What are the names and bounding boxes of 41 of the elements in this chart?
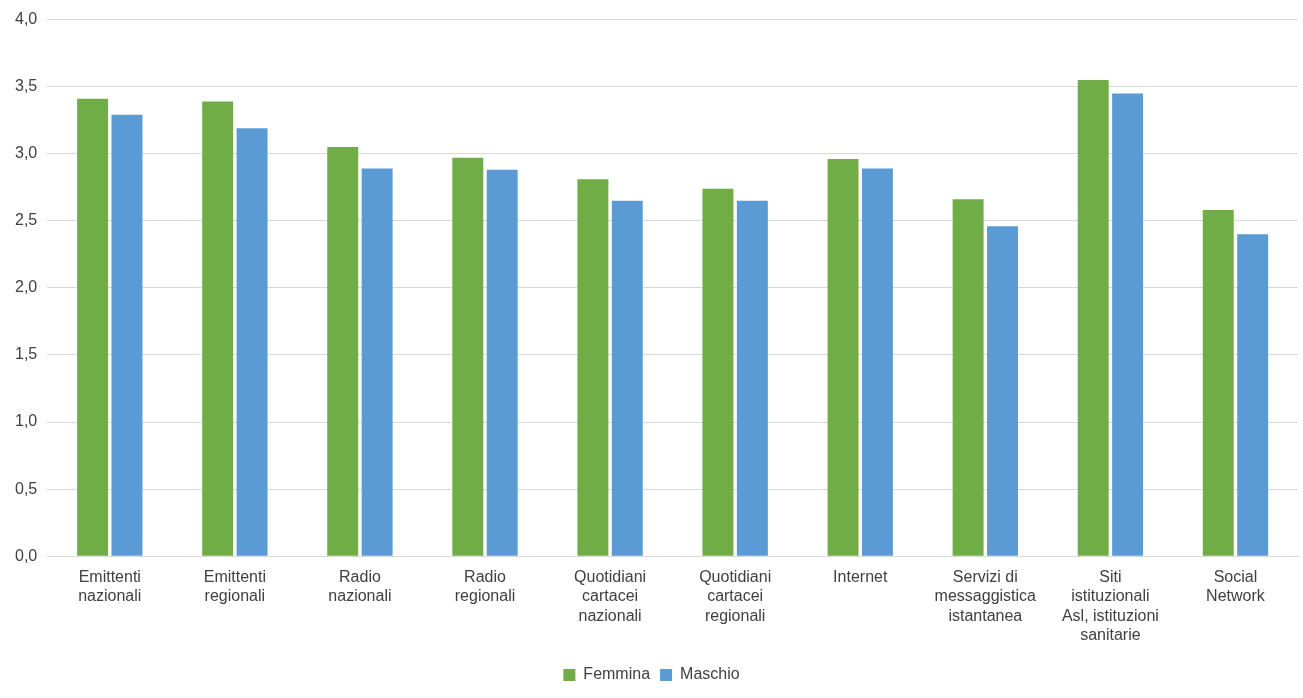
bar — [1202, 210, 1234, 556]
bar — [452, 157, 484, 556]
y-tick-label: 2,0 — [14, 278, 38, 296]
bar — [861, 168, 893, 556]
bar — [1237, 234, 1269, 556]
x-tick-label: Radio nazionali — [328, 568, 392, 605]
y-tick-label: 4,0 — [14, 10, 38, 28]
x-tick-label: Quotidiani cartacei nazionali — [574, 568, 647, 624]
bar — [827, 159, 859, 556]
x-tick-label: Radio regionali — [454, 568, 516, 605]
x-tick-label: Emittenti nazionali — [78, 568, 142, 605]
x-tick-label: Social Network — [1206, 568, 1266, 605]
bar — [486, 169, 518, 556]
y-tick-label: 0,0 — [14, 546, 38, 564]
x-tick-label: Internet — [833, 568, 888, 586]
bar — [987, 226, 1018, 556]
bar — [702, 188, 734, 556]
y-tick-label: 3,0 — [14, 144, 38, 162]
y-tick-label: 1,5 — [14, 345, 38, 363]
bar — [361, 168, 393, 556]
bar — [1077, 79, 1109, 556]
bar — [577, 179, 609, 556]
bar — [111, 114, 143, 556]
x-tick-label: Quotidiani cartacei regionali — [699, 568, 772, 624]
bar — [202, 101, 234, 556]
x-tick-label: Emittenti regionali — [203, 568, 266, 605]
y-tick-label: 0,5 — [14, 479, 38, 497]
bar — [1112, 93, 1144, 556]
bar — [327, 147, 359, 556]
x-tick-label: Servizi di messaggistica istantanea — [934, 568, 1037, 624]
bar — [611, 200, 643, 556]
bar — [236, 128, 268, 556]
legend-label: Femmina — [583, 665, 651, 683]
y-tick-label: 2,5 — [14, 211, 38, 229]
y-tick-label: 1,0 — [14, 412, 38, 430]
bar — [952, 199, 984, 556]
y-tick-label: 3,5 — [14, 77, 38, 95]
bar — [77, 98, 109, 556]
x-tick-label: Siti istituzionali Asl, istituzioni sanitarie — [1061, 568, 1159, 643]
bar — [736, 200, 768, 556]
legend-label: Maschio — [680, 665, 740, 683]
